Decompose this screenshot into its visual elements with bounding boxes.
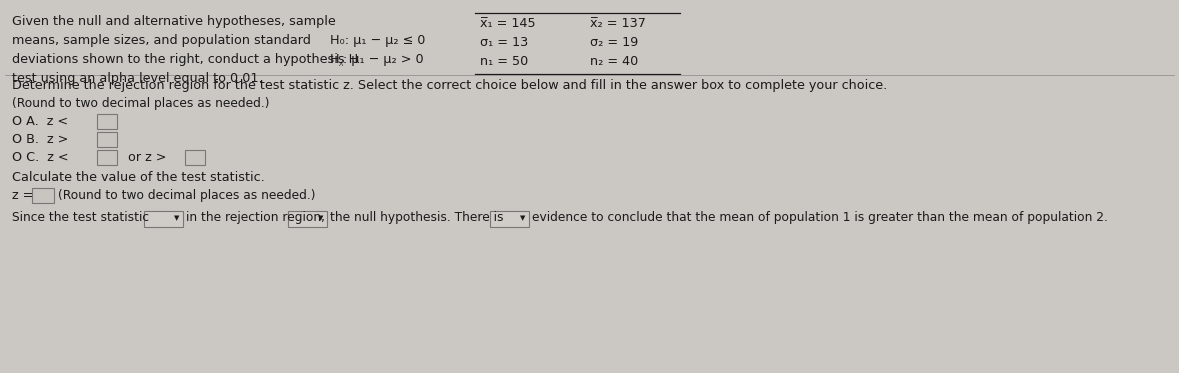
Text: Since the test statistic: Since the test statistic <box>12 211 149 224</box>
Text: O B.  z >: O B. z > <box>12 133 68 146</box>
FancyBboxPatch shape <box>184 150 204 164</box>
Text: test using an alpha level equal to 0.01.: test using an alpha level equal to 0.01. <box>12 72 263 85</box>
Text: ▼: ▼ <box>520 216 526 222</box>
FancyBboxPatch shape <box>32 188 53 203</box>
FancyBboxPatch shape <box>288 210 327 226</box>
Text: Calculate the value of the test statistic.: Calculate the value of the test statisti… <box>12 171 265 184</box>
Text: x̅₂ = 137: x̅₂ = 137 <box>590 17 646 30</box>
Text: σ₂ = 19: σ₂ = 19 <box>590 36 638 49</box>
FancyBboxPatch shape <box>144 210 183 226</box>
Text: Determine the rejection region for the test statistic z. Select the correct choi: Determine the rejection region for the t… <box>12 79 888 92</box>
Text: ▼: ▼ <box>318 216 323 222</box>
Text: or z >: or z > <box>120 151 166 164</box>
FancyBboxPatch shape <box>97 150 117 164</box>
FancyBboxPatch shape <box>97 132 117 147</box>
Text: means, sample sizes, and population standard: means, sample sizes, and population stan… <box>12 34 311 47</box>
Text: ▼: ▼ <box>174 216 179 222</box>
Text: H₀: μ₁ − μ₂ ≤ 0: H₀: μ₁ − μ₂ ≤ 0 <box>330 34 426 47</box>
Text: n₁ = 50: n₁ = 50 <box>480 55 528 68</box>
Text: Given the null and alternative hypotheses, sample: Given the null and alternative hypothese… <box>12 15 336 28</box>
Text: (Round to two decimal places as needed.): (Round to two decimal places as needed.) <box>58 189 316 202</box>
Text: H⁁: μ₁ − μ₂ > 0: H⁁: μ₁ − μ₂ > 0 <box>330 53 423 66</box>
Text: z =: z = <box>12 189 33 202</box>
Text: O C.  z <: O C. z < <box>12 151 68 164</box>
Text: n₂ = 40: n₂ = 40 <box>590 55 638 68</box>
Text: (Round to two decimal places as needed.): (Round to two decimal places as needed.) <box>12 97 270 110</box>
Text: x̅₁ = 145: x̅₁ = 145 <box>480 17 535 30</box>
Text: σ₁ = 13: σ₁ = 13 <box>480 36 528 49</box>
Text: deviations shown to the right, conduct a hypothesis H: deviations shown to the right, conduct a… <box>12 53 358 66</box>
FancyBboxPatch shape <box>489 210 528 226</box>
Text: the null hypothesis. There is: the null hypothesis. There is <box>330 211 503 224</box>
Text: in the rejection region,: in the rejection region, <box>186 211 325 224</box>
FancyBboxPatch shape <box>97 113 117 129</box>
Text: evidence to conclude that the mean of population 1 is greater than the mean of p: evidence to conclude that the mean of po… <box>532 211 1108 224</box>
Text: O A.  z <: O A. z < <box>12 115 68 128</box>
